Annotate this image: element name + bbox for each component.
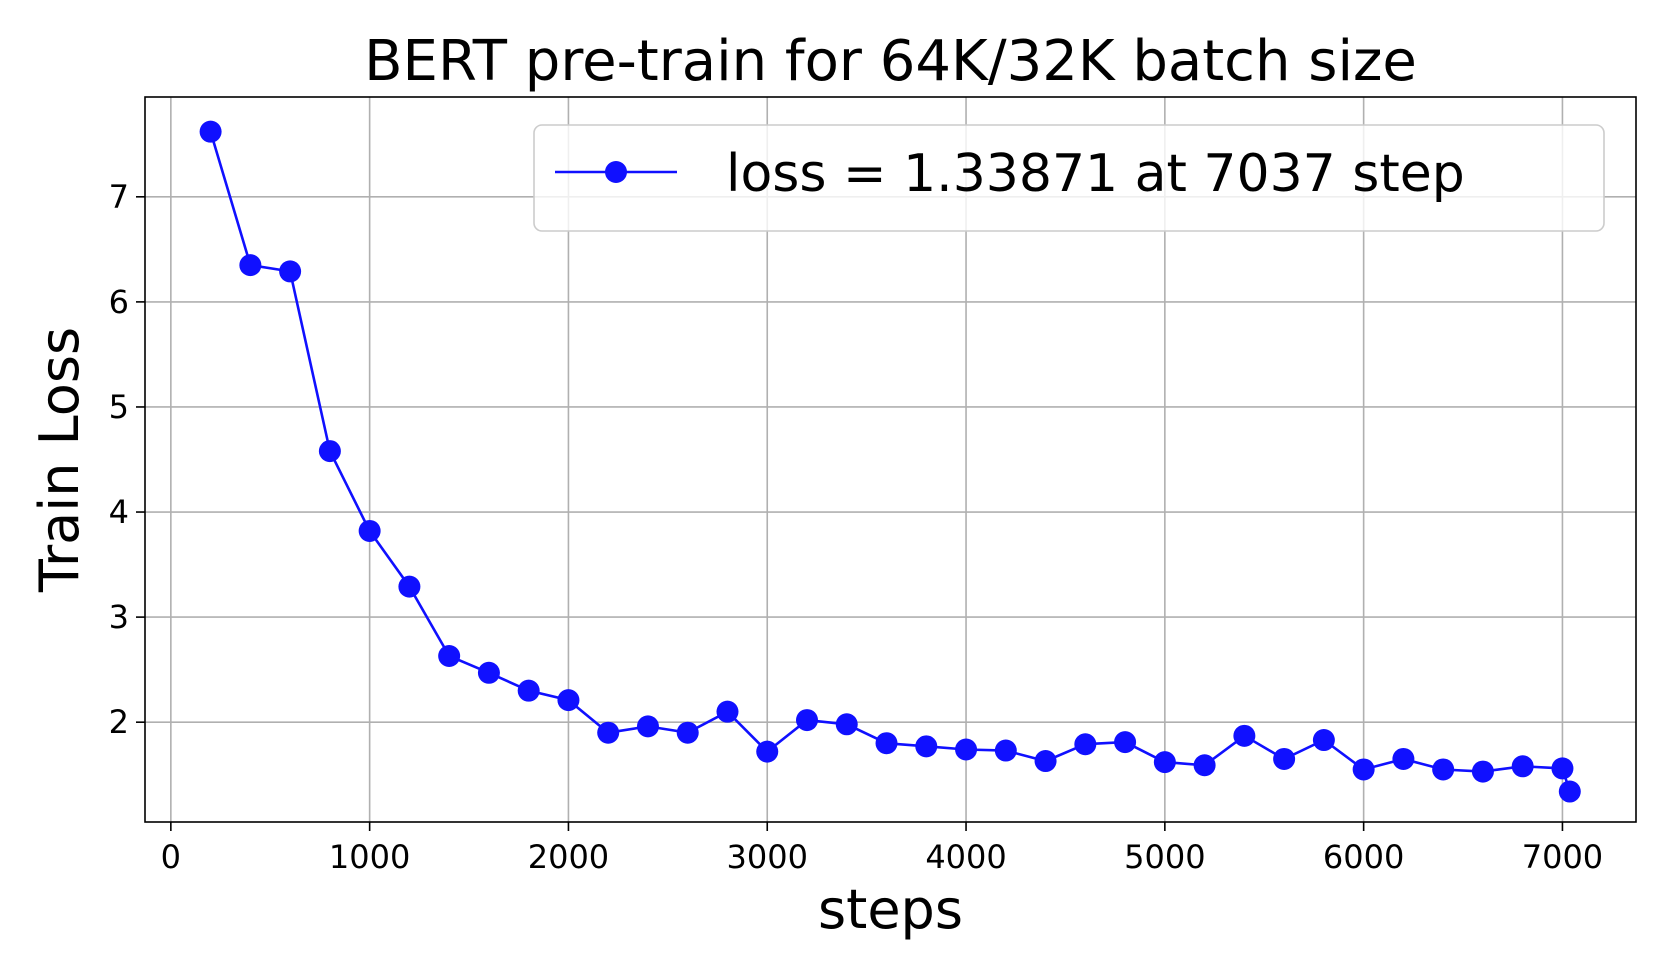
y-tick-label: 3 xyxy=(109,598,129,636)
data-point xyxy=(1114,731,1137,754)
x-tick-label: 3000 xyxy=(727,838,808,876)
data-point xyxy=(994,739,1017,762)
data-point xyxy=(438,644,461,667)
chart-title: BERT pre-train for 64K/32K batch size xyxy=(364,29,1417,94)
y-tick-label: 7 xyxy=(109,178,129,216)
x-tick-label: 6000 xyxy=(1323,838,1404,876)
data-point xyxy=(597,721,620,744)
data-point xyxy=(1034,750,1057,773)
legend-box xyxy=(533,124,1605,232)
legend-marker-swatch xyxy=(605,161,627,183)
data-point xyxy=(1392,747,1415,770)
data-point xyxy=(477,661,500,684)
data-point xyxy=(1233,724,1256,747)
x-tick-label: 4000 xyxy=(925,838,1006,876)
data-point xyxy=(557,689,580,712)
x-tick-label: 2000 xyxy=(528,838,609,876)
legend: loss = 1.33871 at 7037 step xyxy=(533,124,1605,232)
series-layer xyxy=(199,120,1581,803)
y-tick-label: 6 xyxy=(109,283,129,321)
data-point xyxy=(955,738,978,761)
x-tick-label: 7000 xyxy=(1522,838,1603,876)
data-point xyxy=(676,721,699,744)
x-tick-label: 0 xyxy=(161,838,181,876)
y-tick-label: 4 xyxy=(109,493,129,531)
y-tick-label: 5 xyxy=(109,388,129,426)
data-point xyxy=(318,440,341,463)
data-point xyxy=(1511,755,1534,778)
y-axis-label: Train Loss xyxy=(28,327,91,593)
x-axis-label: steps xyxy=(818,878,963,941)
x-tick-label: 5000 xyxy=(1124,838,1205,876)
data-point xyxy=(1551,757,1574,780)
data-point xyxy=(716,700,739,723)
data-point xyxy=(796,709,819,732)
data-point xyxy=(1273,747,1296,770)
data-point xyxy=(358,519,381,542)
x-tick-label: 1000 xyxy=(329,838,410,876)
y-tick-label: 2 xyxy=(109,703,129,741)
data-point xyxy=(1153,751,1176,774)
data-point xyxy=(1558,780,1581,803)
data-point xyxy=(1193,754,1216,777)
data-point xyxy=(239,254,262,277)
data-point xyxy=(636,715,659,738)
data-point xyxy=(915,735,938,758)
data-point xyxy=(875,732,898,755)
data-point xyxy=(398,575,421,598)
data-point xyxy=(1074,733,1097,756)
ticks: 0 1000 2000 3000 4000 5000 6000 7000 2 3 4 5 6 7 xyxy=(109,178,1604,876)
legend-entry-label: loss = 1.33871 at 7037 step xyxy=(726,144,1465,204)
data-point xyxy=(756,740,779,763)
data-point xyxy=(835,713,858,736)
data-point xyxy=(1432,758,1455,781)
data-point xyxy=(279,260,302,283)
axes-frame xyxy=(144,96,1637,823)
data-point xyxy=(1312,729,1335,752)
data-point xyxy=(517,679,540,702)
data-point xyxy=(199,120,222,143)
data-point xyxy=(1352,758,1375,781)
data-point xyxy=(1471,760,1494,783)
